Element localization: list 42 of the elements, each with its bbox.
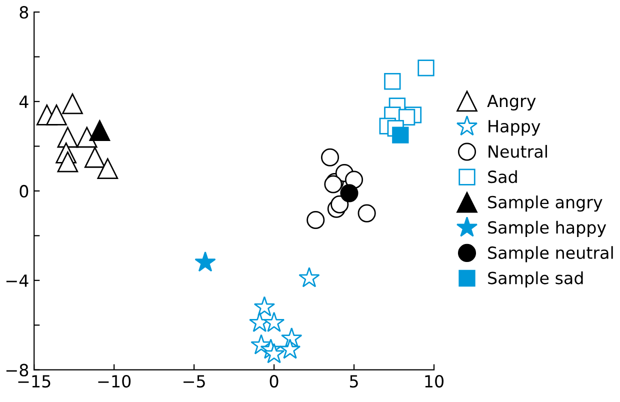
x-tick-label: 5 [350,375,358,388]
point [340,184,358,202]
legend-label: Sad [488,170,517,184]
point [263,343,285,364]
point [46,104,67,126]
legend-label: Sample neutral [488,246,613,262]
point [384,73,401,90]
y-tick-label: 4 [19,96,28,108]
point [84,146,106,168]
point [194,251,216,272]
point [254,296,276,316]
point [89,120,110,141]
y-tick-label: −4 [6,274,28,287]
legend-label: Sample angry [488,196,602,212]
legend-label: Sample happy [488,220,606,237]
point [62,93,83,114]
point [298,267,320,288]
legend-label: Angry [487,94,536,110]
point [57,151,78,172]
legend-label: Neutral [488,144,547,158]
x-tick-label: −15 [18,375,50,388]
point [358,204,376,222]
point [263,312,285,332]
point [321,148,340,166]
point [57,126,78,148]
x-tick-label: 10 [425,374,444,388]
x-tick-label: −10 [98,374,131,388]
point [324,175,342,194]
point [418,60,434,76]
point [330,195,349,214]
point [279,338,301,359]
point [76,126,98,148]
y-tick-label: −8 [6,364,28,376]
y-tick-label: 0 [20,184,28,198]
y-tick-label: 8 [20,6,28,19]
point [306,210,325,230]
legend-label: Sample sad [488,271,583,288]
legend-label: Happy [488,120,540,136]
x-tick-label: 0 [270,374,278,388]
x-tick-label: −5 [184,375,205,388]
point [97,158,118,180]
point [392,126,409,144]
